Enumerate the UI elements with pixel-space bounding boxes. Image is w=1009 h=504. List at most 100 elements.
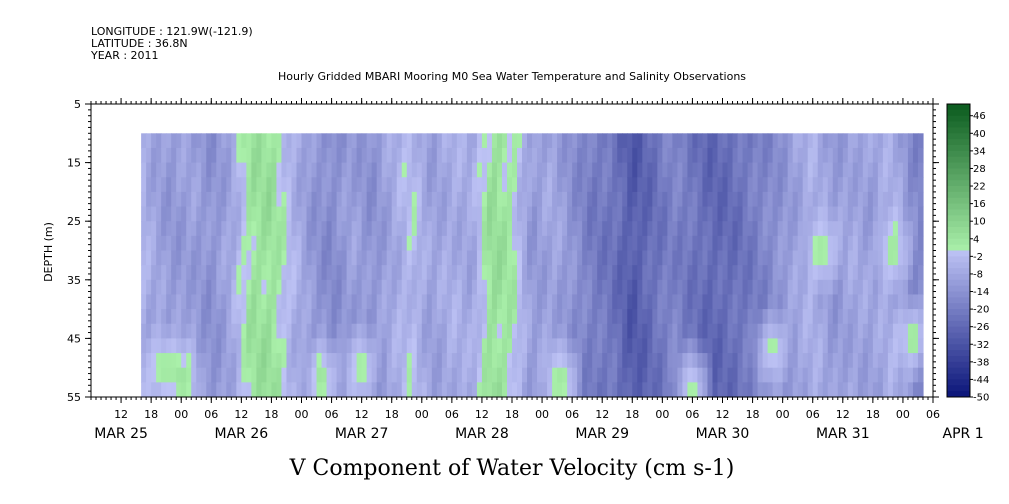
- heatmap-cell: [577, 309, 583, 325]
- heatmap-cell: [812, 265, 819, 281]
- heatmap-cell: [617, 294, 623, 310]
- heatmap-cell: [426, 279, 433, 296]
- heatmap-cell: [897, 279, 904, 296]
- heatmap-cell: [276, 221, 283, 237]
- heatmap-cell: [572, 338, 578, 354]
- heatmap-cell: [862, 206, 869, 222]
- heatmap-cell: [517, 133, 523, 149]
- heatmap-cell: [411, 147, 418, 164]
- heatmap-cell: [311, 323, 318, 339]
- heatmap-cell: [411, 353, 418, 369]
- x-hour-label: 18: [505, 408, 519, 421]
- heatmap-cell: [381, 147, 388, 164]
- heatmap-cell: [897, 206, 904, 222]
- heatmap-cell: [857, 367, 864, 383]
- heatmap-cell: [186, 323, 192, 339]
- heatmap-cell: [441, 133, 448, 149]
- heatmap-cell: [747, 162, 754, 178]
- heatmap-cell: [592, 235, 598, 252]
- heatmap-cell: [256, 323, 262, 339]
- heatmap-cell: [547, 367, 553, 383]
- heatmap-cell: [166, 338, 172, 354]
- heatmap-cell: [461, 367, 468, 383]
- heatmap-cell: [501, 133, 508, 149]
- heatmap-cell: [366, 221, 373, 237]
- heatmap-cell: [436, 382, 443, 398]
- heatmap-cell: [306, 206, 313, 222]
- heatmap-cell: [366, 206, 373, 222]
- heatmap-cell: [336, 382, 343, 398]
- heatmap-cell: [331, 147, 338, 164]
- heatmap-cell: [326, 250, 333, 266]
- heatmap-cell: [331, 250, 338, 266]
- heatmap-cell: [602, 265, 608, 281]
- heatmap-cell: [897, 353, 904, 369]
- heatmap-cell: [496, 221, 503, 237]
- heatmap-cell: [557, 353, 563, 369]
- heatmap-cell: [416, 191, 423, 208]
- heatmap-cell: [206, 147, 212, 164]
- heatmap-cell: [426, 162, 433, 178]
- heatmap-cell: [231, 323, 237, 339]
- heatmap-cell: [637, 221, 643, 237]
- heatmap-cell: [707, 221, 714, 237]
- heatmap-cell: [772, 235, 779, 252]
- heatmap-cell: [687, 279, 694, 296]
- heatmap-cell: [146, 309, 152, 325]
- heatmap-cell: [632, 191, 638, 208]
- heatmap-cell: [256, 353, 262, 369]
- heatmap-cell: [371, 133, 378, 149]
- heatmap-cell: [567, 265, 573, 281]
- heatmap-cell: [867, 235, 874, 252]
- heatmap-cell: [211, 206, 217, 222]
- heatmap-cell: [331, 367, 338, 383]
- heatmap-cell: [231, 133, 237, 149]
- heatmap-cell: [141, 294, 147, 310]
- heatmap-cell: [506, 353, 513, 369]
- heatmap-cell: [186, 133, 192, 149]
- colorbar-segment: [947, 174, 970, 181]
- heatmap-cell: [181, 338, 187, 354]
- heatmap-cell: [371, 367, 378, 383]
- heatmap-cell: [757, 294, 764, 310]
- colorbar-segment: [947, 355, 970, 363]
- x-hour-label: 00: [295, 408, 309, 421]
- heatmap-cell: [752, 206, 759, 222]
- heatmap-cell: [196, 133, 202, 149]
- heatmap-cell: [802, 235, 809, 252]
- heatmap-cell: [572, 221, 578, 237]
- heatmap-cell: [897, 235, 904, 252]
- heatmap-cell: [246, 147, 252, 164]
- latitude-label: LATITUDE : 36.8N: [91, 37, 188, 50]
- heatmap-cell: [296, 235, 303, 252]
- heatmap-cell: [667, 294, 673, 310]
- heatmap-cell: [862, 294, 869, 310]
- heatmap-cell: [827, 265, 834, 281]
- heatmap-cell: [737, 221, 744, 237]
- heatmap-cell: [892, 338, 899, 354]
- heatmap-cell: [241, 309, 247, 325]
- heatmap-cell: [822, 177, 829, 193]
- heatmap-cell: [762, 133, 769, 149]
- heatmap-cell: [441, 382, 448, 398]
- heatmap-cell: [902, 338, 909, 354]
- heatmap-cell: [512, 177, 518, 193]
- heatmap-cell: [241, 191, 247, 208]
- heatmap-cell: [907, 309, 914, 325]
- heatmap-cell: [316, 191, 323, 208]
- heatmap-cell: [792, 323, 799, 339]
- heatmap-cell: [216, 353, 222, 369]
- heatmap-cell: [917, 235, 924, 252]
- heatmap-cell: [732, 191, 739, 208]
- heatmap-cell: [476, 147, 483, 164]
- heatmap-cell: [296, 265, 303, 281]
- heatmap-cell: [877, 235, 884, 252]
- heatmap-cell: [552, 162, 558, 178]
- y-tick-label: 55: [67, 391, 81, 404]
- heatmap-cell: [722, 323, 729, 339]
- heatmap-cell: [842, 338, 849, 354]
- heatmap-cell: [682, 191, 689, 208]
- heatmap-cell: [216, 250, 222, 266]
- heatmap-cell: [582, 235, 588, 252]
- heatmap-cell: [446, 367, 453, 383]
